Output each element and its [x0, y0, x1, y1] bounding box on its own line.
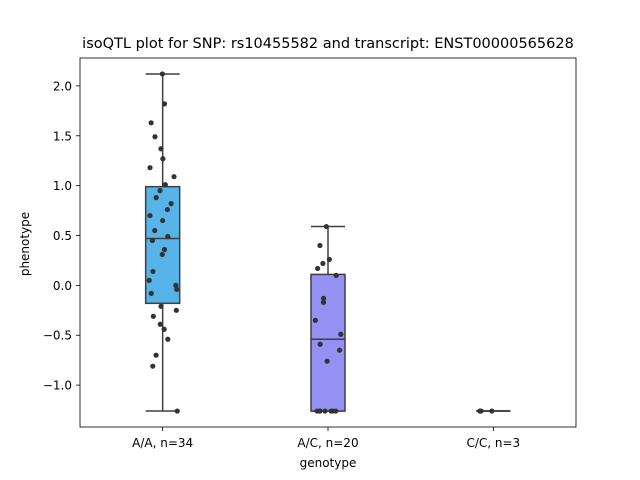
data-point: [324, 358, 330, 364]
y-axis-label: phenotype: [18, 212, 32, 276]
data-point: [147, 165, 153, 171]
plot-frame: [79, 57, 577, 428]
plot-area: −1.0 −0.5 0.0 0.5 1.0 1.5 2.0 A/A, n=34 A/C, n=2…: [43, 57, 577, 450]
data-point: [157, 321, 163, 327]
data-point: [148, 120, 154, 126]
data-point: [320, 299, 327, 305]
y-tick-label: 2.0: [53, 79, 72, 93]
y-tick-label: 1.0: [53, 179, 72, 193]
x-tick-label: C/C, n=3: [466, 436, 520, 450]
x-axis-label: genotype: [300, 456, 357, 470]
data-point: [489, 408, 495, 414]
data-point: [315, 265, 321, 272]
box-body: [310, 273, 346, 412]
data-point: [174, 408, 180, 414]
data-point: [477, 408, 483, 414]
data-point: [149, 237, 156, 244]
data-point: [173, 282, 179, 288]
x-tick-label: A/C, n=20: [297, 436, 358, 450]
data-point: [162, 182, 168, 188]
data-point: [312, 317, 318, 323]
data-point: [148, 290, 154, 296]
y-tick-label: −0.5: [43, 329, 72, 343]
y-tick-label: −1.0: [43, 379, 72, 393]
y-tick-label: 1.5: [53, 129, 72, 143]
data-point: [317, 408, 323, 414]
data-point: [147, 212, 153, 219]
data-point: [336, 347, 343, 353]
data-point: [320, 295, 327, 301]
data-point: [326, 256, 333, 263]
data-point: [161, 101, 168, 107]
data-point: [161, 326, 167, 332]
data-point: [174, 286, 180, 292]
data-point: [161, 246, 168, 253]
y-tick-label: 0.5: [53, 229, 72, 243]
chart-title: isoQTL plot for SNP: rs10455582 and tran…: [82, 36, 574, 52]
data-point: [168, 201, 174, 207]
data-point: [160, 217, 166, 224]
y-tick-label: 0.0: [53, 279, 72, 293]
x-tick-label: A/A, n=34: [132, 436, 193, 450]
data-point: [322, 408, 328, 414]
data-point: [317, 242, 323, 249]
data-point: [165, 233, 171, 240]
data-point: [320, 260, 326, 267]
data-point: [146, 277, 152, 283]
data-point: [150, 313, 156, 319]
data-point: [153, 352, 159, 358]
data-point: [329, 408, 336, 414]
data-point: [159, 251, 165, 258]
data-point: [323, 223, 329, 230]
data-point: [153, 195, 159, 201]
data-point: [164, 206, 170, 213]
data-point: [338, 331, 344, 337]
data-point: [159, 71, 165, 77]
data-point: [333, 272, 339, 279]
data-point: [165, 336, 171, 342]
data-point: [173, 307, 179, 313]
data-point: [157, 188, 163, 194]
data-point: [171, 174, 177, 180]
data-point: [158, 303, 164, 309]
data-point: [152, 227, 158, 234]
data-point: [160, 156, 166, 162]
data-point: [150, 268, 156, 275]
data-point: [152, 134, 158, 140]
data-point: [158, 146, 164, 152]
data-point: [150, 363, 156, 369]
data-point: [317, 341, 323, 347]
